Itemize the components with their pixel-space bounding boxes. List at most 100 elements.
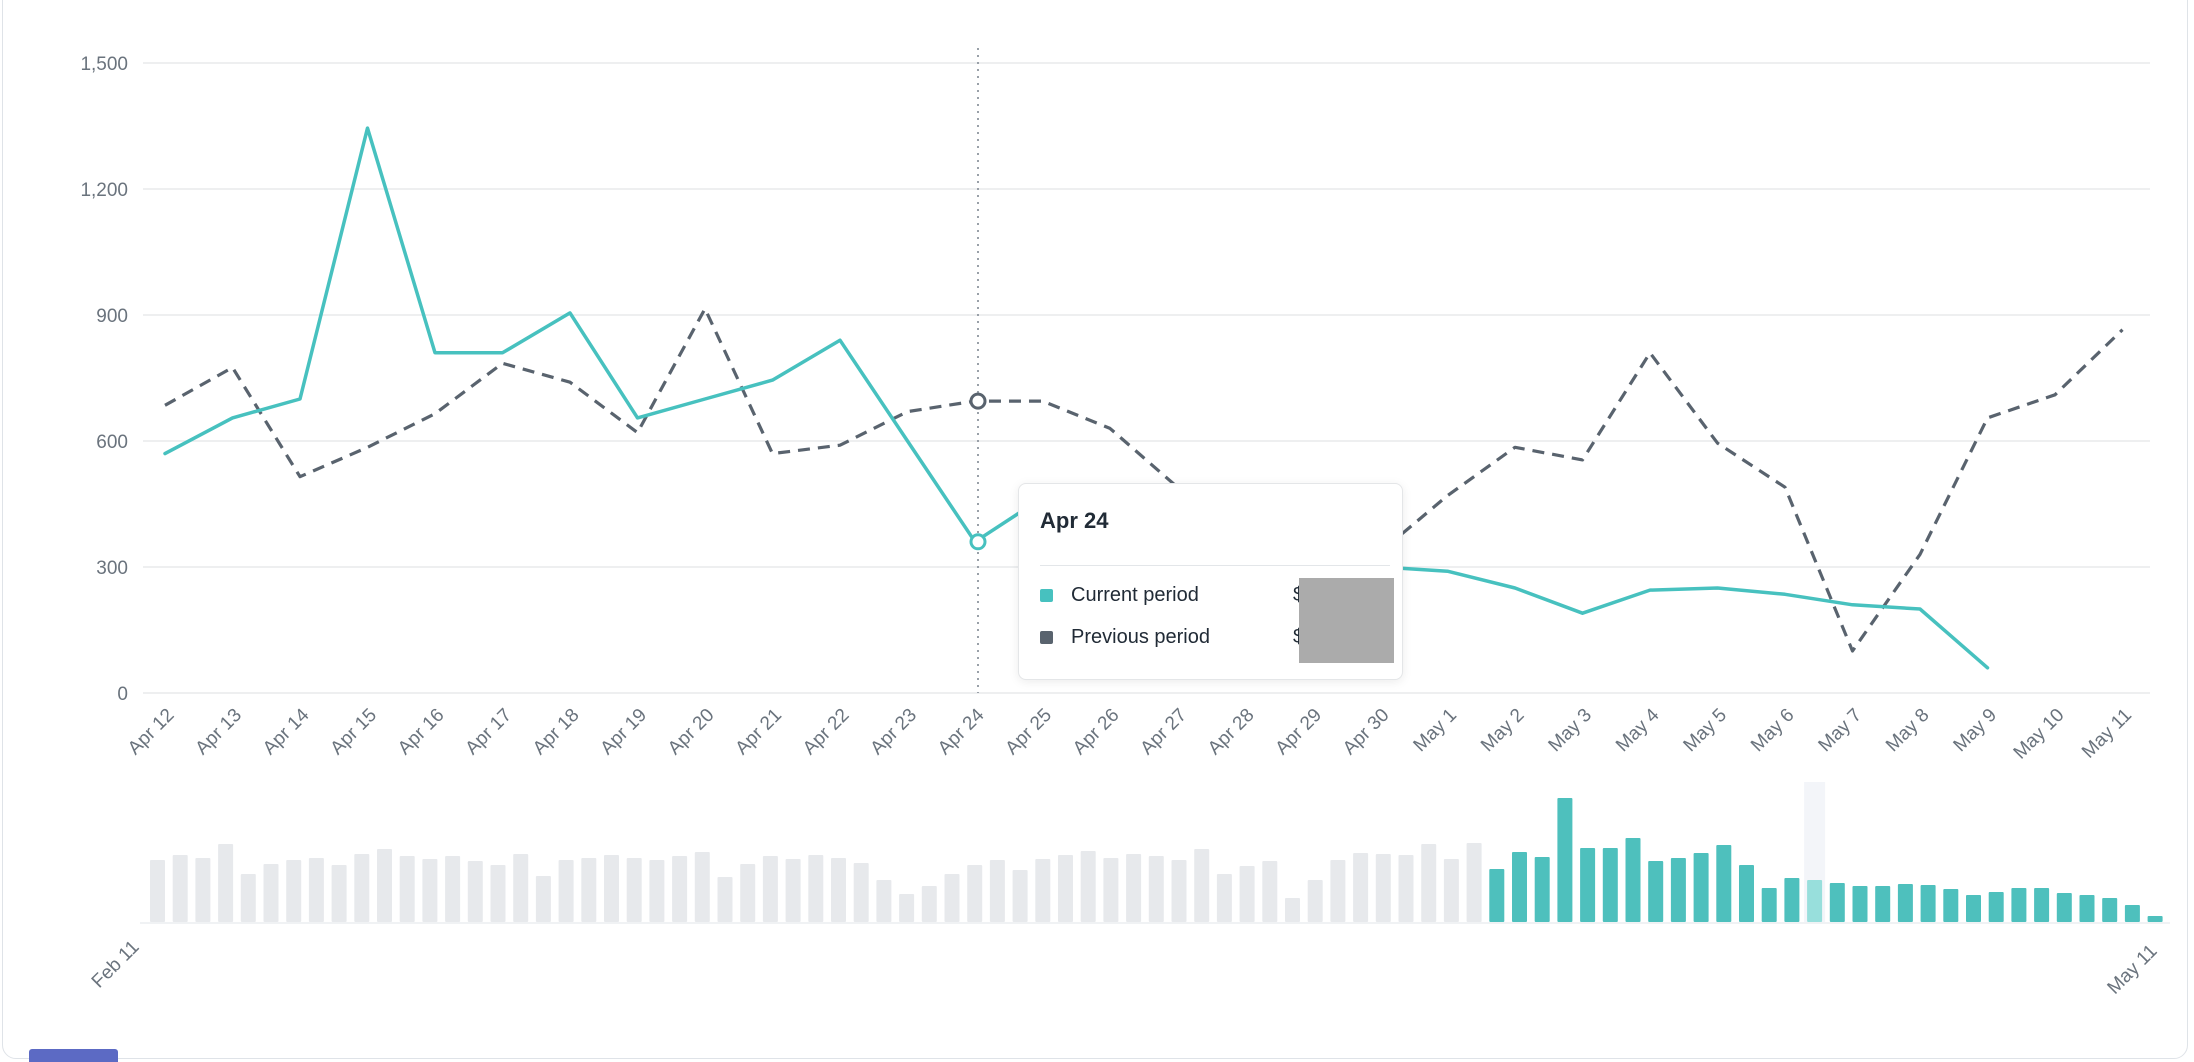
minimap-bar[interactable]: [1307, 880, 1323, 922]
minimap-bar[interactable]: [672, 856, 688, 922]
minimap-bar[interactable]: [308, 858, 324, 922]
minimap-end-label: May 11: [2104, 941, 2162, 999]
minimap-bar-selected[interactable]: [1966, 895, 1981, 922]
minimap-bar[interactable]: [535, 876, 551, 922]
minimap-bar[interactable]: [831, 858, 846, 922]
minimap-bar[interactable]: [1058, 855, 1073, 922]
minimap-bar[interactable]: [1375, 854, 1391, 922]
minimap-bar[interactable]: [172, 855, 188, 922]
minimap-bar[interactable]: [717, 877, 733, 922]
minimap-bar-selected[interactable]: [1580, 848, 1596, 922]
minimap-bar[interactable]: [853, 863, 869, 922]
minimap-bar[interactable]: [399, 856, 415, 922]
minimap-bar[interactable]: [626, 858, 642, 922]
minimap-bar-selected[interactable]: [1739, 865, 1754, 922]
gridlines: 0 300 600 900 1,200 1,500: [80, 54, 2150, 705]
minimap-bar-selected[interactable]: [1875, 886, 1891, 922]
minimap-bar-selected[interactable]: [1807, 880, 1823, 922]
minimap-bar[interactable]: [876, 880, 892, 922]
minimap-bar[interactable]: [1194, 849, 1210, 922]
minimap-bar-selected[interactable]: [1625, 838, 1641, 922]
minimap-bar-selected[interactable]: [1716, 845, 1732, 922]
minimap-bar-selected[interactable]: [2147, 916, 2163, 922]
minimap-bar[interactable]: [467, 861, 483, 922]
minimap-bar[interactable]: [1171, 860, 1187, 922]
minimap-bar[interactable]: [1285, 898, 1300, 922]
current-period-value: $: [1293, 584, 1304, 607]
minimap-bar-selected[interactable]: [1761, 888, 1777, 922]
minimap-bar[interactable]: [899, 894, 915, 922]
minimap-bar[interactable]: [422, 859, 438, 922]
minimap-bar-selected[interactable]: [1557, 798, 1573, 922]
minimap-bar[interactable]: [740, 864, 756, 922]
minimap-bar[interactable]: [1080, 851, 1096, 922]
minimap-bar-selected[interactable]: [1670, 858, 1686, 922]
minimap-bar[interactable]: [218, 844, 234, 922]
minimap-bar-selected[interactable]: [2011, 888, 2027, 922]
minimap-bar[interactable]: [785, 859, 801, 922]
minimap-bar[interactable]: [263, 864, 279, 922]
minimap-bar[interactable]: [195, 858, 211, 922]
minimap-bar-selected[interactable]: [1512, 852, 1527, 922]
minimap-bar-selected[interactable]: [2056, 893, 2072, 922]
minimap-bar[interactable]: [604, 855, 619, 922]
minimap-bar-selected[interactable]: [1988, 892, 2004, 922]
previous-period-swatch: [1040, 631, 1053, 644]
minimap-bar[interactable]: [240, 874, 256, 922]
minimap-bar-selected[interactable]: [1943, 889, 1959, 922]
minimap-bar[interactable]: [1398, 855, 1414, 922]
minimap-bar-selected[interactable]: [1693, 853, 1709, 922]
minimap-bar-selected[interactable]: [1920, 885, 1936, 922]
minimap-bar[interactable]: [1148, 856, 1164, 922]
minimap-bar[interactable]: [558, 860, 574, 922]
minimap-bar[interactable]: [1262, 861, 1278, 922]
minimap-bar[interactable]: [808, 855, 824, 922]
minimap-bar[interactable]: [1466, 843, 1482, 922]
tooltip-row-current: Current period $: [1040, 582, 1390, 609]
minimap-bar-selected[interactable]: [2102, 898, 2118, 922]
minimap-bar[interactable]: [967, 865, 983, 922]
minimap-bar[interactable]: [1330, 860, 1346, 922]
minimap-bar[interactable]: [1353, 853, 1369, 922]
minimap-bar-selected[interactable]: [1829, 883, 1845, 922]
minimap-bar[interactable]: [1012, 870, 1028, 922]
range-selector-minimap[interactable]: Feb 11 May 11: [88, 782, 2170, 999]
tooltip-divider: [1040, 565, 1390, 566]
minimap-bar-selected[interactable]: [1648, 861, 1664, 922]
minimap-bar[interactable]: [694, 852, 710, 922]
minimap-bar[interactable]: [1239, 866, 1255, 922]
x-axis-tick-label: Apr 22: [799, 705, 853, 759]
minimap-bar[interactable]: [989, 860, 1005, 922]
x-axis-tick-label: Apr 24: [934, 704, 989, 759]
minimap-bar-selected[interactable]: [1534, 857, 1550, 922]
minimap-bar[interactable]: [921, 886, 937, 922]
minimap-bar[interactable]: [354, 854, 370, 922]
minimap-bar[interactable]: [286, 860, 302, 922]
minimap-bar[interactable]: [1421, 844, 1437, 922]
minimap-bar[interactable]: [445, 856, 461, 922]
minimap-bar-selected[interactable]: [2079, 895, 2095, 922]
minimap-bar[interactable]: [1103, 858, 1119, 922]
minimap-bar[interactable]: [581, 858, 597, 922]
minimap-bar-selected[interactable]: [2124, 905, 2140, 922]
minimap-bar[interactable]: [150, 860, 165, 922]
tooltip-date: Apr 24: [1040, 508, 1109, 533]
minimap-bar-selected[interactable]: [1897, 884, 1913, 922]
minimap-bar[interactable]: [762, 856, 778, 922]
minimap-bar-selected[interactable]: [1784, 878, 1800, 922]
minimap-bar-selected[interactable]: [2034, 888, 2050, 922]
minimap-bar-selected[interactable]: [1602, 848, 1618, 922]
minimap-bar[interactable]: [1443, 859, 1459, 922]
minimap-bar[interactable]: [1216, 874, 1232, 922]
minimap-bar-selected[interactable]: [1852, 886, 1868, 922]
minimap-bar[interactable]: [513, 854, 529, 922]
minimap-bar[interactable]: [649, 860, 665, 922]
minimap-bar[interactable]: [377, 849, 392, 922]
minimap-bar[interactable]: [1126, 854, 1142, 922]
minimap-bar[interactable]: [1035, 859, 1051, 922]
minimap-bar[interactable]: [331, 865, 347, 922]
minimap-bar-selected[interactable]: [1489, 869, 1505, 922]
minimap-bar[interactable]: [944, 874, 960, 922]
minimap-bar[interactable]: [490, 865, 506, 922]
